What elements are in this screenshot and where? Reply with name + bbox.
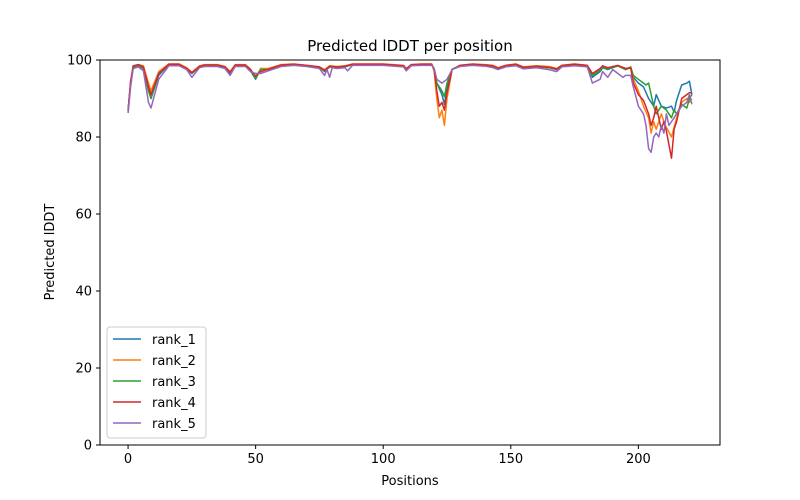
plot-frame <box>99 59 721 446</box>
series-layer <box>127 63 693 159</box>
x-tick-label: 100 <box>371 452 396 467</box>
y-tick-label: 20 <box>75 362 92 377</box>
y-tick-label: 80 <box>75 131 92 146</box>
chart-title: Predicted lDDT per position <box>307 37 512 55</box>
series-line-rank-4 <box>127 63 692 159</box>
x-axis-label: Positions <box>381 474 439 489</box>
y-tick-label: 60 <box>75 208 92 223</box>
x-axis-ticks: 0 50 100 150 200 <box>124 445 651 467</box>
y-axis-ticks: 0 20 40 60 80 100 <box>67 54 100 454</box>
series-line-rank-1 <box>127 63 693 113</box>
y-tick-label: 100 <box>67 54 92 69</box>
legend-label-rank-1: rank_1 <box>152 333 196 348</box>
legend-label-rank-2: rank_2 <box>152 354 196 369</box>
series-line-rank-3 <box>127 63 693 119</box>
y-tick-label: 0 <box>84 439 92 454</box>
series-line-rank-2 <box>127 63 693 138</box>
series-line-rank-5 <box>127 64 693 154</box>
x-tick-label: 150 <box>498 452 523 467</box>
legend-box <box>106 326 207 439</box>
y-tick-label: 40 <box>75 285 92 300</box>
legend-label-rank-5: rank_5 <box>152 417 196 432</box>
legend-label-rank-3: rank_3 <box>152 375 196 390</box>
x-tick-label: 50 <box>247 452 264 467</box>
y-axis-label: Predicted lDDT <box>43 204 58 301</box>
x-tick-label: 200 <box>626 452 651 467</box>
x-tick-label: 0 <box>124 452 132 467</box>
legend: rank_1 rank_2 rank_3 rank_4 rank_5 <box>106 326 207 439</box>
legend-label-rank-4: rank_4 <box>152 396 196 411</box>
